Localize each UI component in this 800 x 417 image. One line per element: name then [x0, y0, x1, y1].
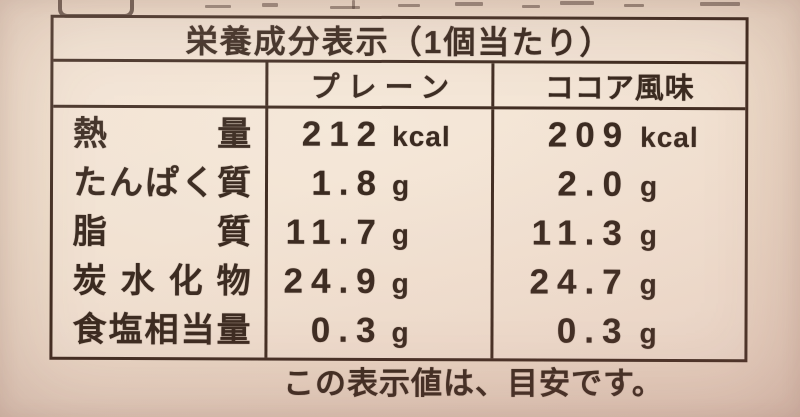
print-fragment	[624, 4, 644, 7]
value-number: 11.3	[531, 213, 630, 253]
print-fragment	[700, 2, 740, 6]
value-unit: g	[639, 219, 659, 251]
nutrient-label-column: 熱量 たんぱく質 脂質 炭水化物 食塩相当量	[52, 108, 265, 358]
row-label-fat: 脂質	[72, 212, 251, 252]
table-title: 栄養成分表示（1個当たり）	[185, 22, 614, 61]
value-number: 2.0	[557, 164, 631, 204]
table-title-row: 栄養成分表示（1個当たり）	[53, 17, 746, 65]
row-label-energy: 熱量	[73, 114, 252, 154]
value-cell: 11.3 g	[494, 209, 745, 259]
value-cell: 209 kcal	[494, 111, 745, 161]
header-column-plain: プレーン	[265, 62, 495, 107]
value-number: 209	[547, 115, 631, 155]
row-label-salt: 食塩相当量	[72, 310, 251, 350]
value-unit: g	[391, 316, 410, 349]
value-cell: 0.3 g	[267, 307, 490, 357]
value-unit: kcal	[392, 120, 451, 153]
value-cell: 24.7 g	[494, 258, 745, 308]
value-number: 24.9	[283, 261, 384, 301]
print-fragment	[455, 2, 483, 6]
nutrition-table: 栄養成分表示（1個当たり） プレーン ココア風味 熱量 たんぱく質 脂質 炭水化…	[49, 14, 749, 363]
print-fragment	[560, 1, 594, 5]
header-column-cocoa: ココア風味	[544, 72, 695, 105]
header-empty-cell	[53, 62, 265, 106]
value-number: 1.8	[311, 163, 385, 203]
value-number: 11.7	[285, 212, 384, 252]
value-unit: kcal	[640, 121, 699, 154]
value-number: 0.3	[310, 310, 384, 350]
print-fragment	[262, 3, 278, 7]
value-unit: g	[391, 267, 410, 300]
plain-value-column: 212 kcal 1.8 g 11.7 g 24.9 g 0.3 g	[264, 108, 495, 359]
value-unit: g	[639, 170, 659, 202]
row-label-protein: たんぱく質	[72, 163, 252, 203]
value-cell: 11.7 g	[268, 209, 491, 259]
value-cell: 0.3 g	[493, 307, 744, 357]
print-fragment	[352, 0, 355, 9]
cropped-logo-fragment	[58, 0, 134, 18]
print-fragment	[205, 5, 231, 8]
value-number: 0.3	[556, 311, 630, 351]
value-number: 24.7	[529, 262, 630, 302]
value-cell: 1.8 g	[268, 160, 491, 210]
value-number: 212	[301, 114, 385, 154]
table-header-row: プレーン ココア風味	[53, 61, 746, 111]
value-cell: 2.0 g	[494, 160, 745, 210]
row-label-carbs: 炭水化物	[72, 261, 251, 301]
print-fragment	[522, 5, 540, 8]
value-unit: g	[639, 317, 658, 349]
footnote: この表示値は、目安です。	[283, 366, 664, 401]
table-body: 熱量 たんぱく質 脂質 炭水化物 食塩相当量 212 kcal 1.8 g 11…	[52, 108, 745, 359]
value-cell: 212 kcal	[268, 111, 491, 161]
value-cell: 24.9 g	[268, 258, 491, 308]
cocoa-value-column: 209 kcal 2.0 g 11.3 g 24.7 g 0.3 g	[493, 109, 745, 359]
print-fragment	[330, 6, 360, 9]
value-unit: g	[639, 268, 658, 300]
print-fragment	[398, 4, 420, 7]
value-unit: g	[391, 169, 411, 202]
value-unit: g	[391, 218, 411, 251]
